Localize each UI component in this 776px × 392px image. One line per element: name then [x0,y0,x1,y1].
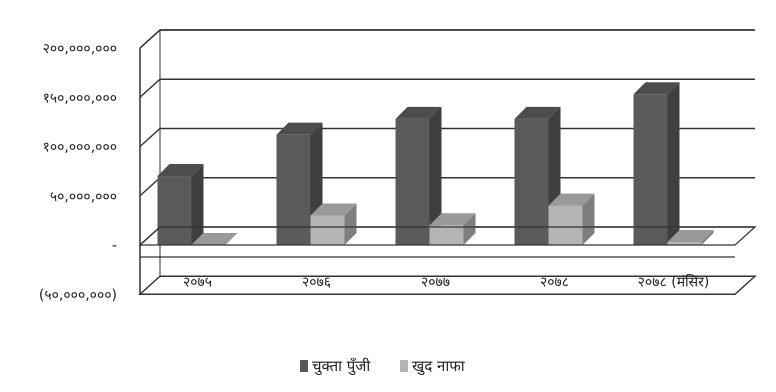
bar-top [191,233,238,245]
bar-top [395,106,442,119]
category-band [138,275,757,295]
x-tick-label: २०७६ [302,274,331,290]
legend-swatch [300,360,308,372]
bar-top [276,122,323,135]
y-tick-label: २००,०००,००० [43,41,117,57]
bar [514,118,549,245]
y-tick-label: १५०,०००,००० [43,90,117,106]
x-axis: २०७५ २०७६ २०७७ २०७८ २०७८ (मंसिर) [183,273,709,290]
bar-side [429,106,442,245]
y-tick-label: - [112,238,117,254]
bar [633,94,668,245]
bar [395,118,430,245]
gridline [139,29,755,49]
bar [667,242,702,245]
bar-top [157,164,204,177]
bar [276,134,311,245]
x-tick-label: २०७८ [540,274,569,290]
y-axis: २००,०००,००० १५०,०००,००० १००,०००,००० ५०,०००,… [39,41,117,303]
y-tick-label: (५०,०००,०००) [39,287,117,303]
x-tick-label: २०७७ [421,274,450,290]
y-tick-label: ५०,०००,००० [50,189,117,205]
x-tick-label: २०७८ (मंसिर) [638,273,710,290]
y-tick-label: १००,०००,००० [43,140,117,156]
legend-label: खुद नाफा [412,357,466,376]
bar-top [667,230,714,243]
bar [429,225,464,245]
bar-side [344,203,357,245]
legend-label: चुक्ता पुँजी [312,357,371,376]
bar-top [310,203,357,216]
bar [157,176,192,245]
bar-side [191,164,204,245]
bar-top [548,193,595,206]
bar-side [582,193,595,245]
bar [548,205,583,245]
floor-plane [138,226,757,246]
x-tick-label: २०७५ [183,274,212,290]
bar [310,215,345,245]
legend: चुक्ता पुँजी खुद नाफा [300,357,466,376]
bar-side [463,213,476,245]
bar-side [701,230,714,245]
bar-top [633,82,680,95]
bar-side [667,82,680,245]
legend-swatch [400,360,408,372]
bar-top [514,106,561,119]
bars [157,82,714,246]
bar-top [429,213,476,226]
chart-floor [138,226,757,295]
gridline [139,78,755,98]
